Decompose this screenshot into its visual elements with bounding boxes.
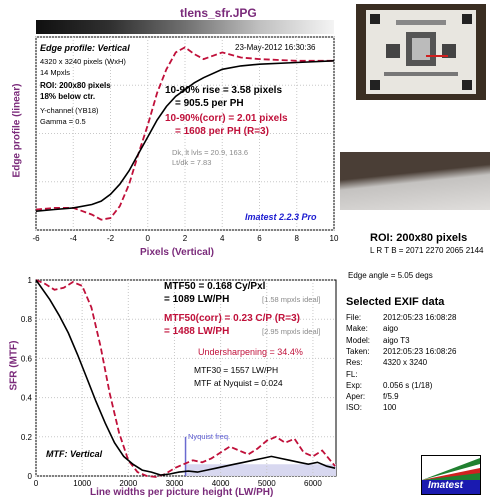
edge-xtick-label: 0	[146, 234, 151, 243]
mtf50-corr-ideal: [2.95 mpxls ideal]	[262, 327, 321, 336]
edge-chart-title: Edge profile: Vertical	[40, 43, 130, 53]
exif-value: aigo T3	[383, 335, 410, 345]
edge-ylabel: Edge profile (linear)	[11, 83, 23, 178]
mtf-corrected-curve	[35, 279, 336, 478]
exif-key: Model:	[346, 335, 371, 345]
edge-xtick-label: -6	[32, 234, 40, 243]
exif-key: Res:	[346, 358, 363, 368]
exif-key: FL:	[346, 369, 358, 379]
mtf-xtick-label: 5000	[258, 479, 276, 488]
nyquist-region	[185, 464, 336, 476]
mtf-chart: 0 1000 2000 3000 4000 5000 6000 0 0.2 0.4 0.6 0.8 1	[21, 276, 337, 488]
edge-roi: ROI: 200x80 pixels	[40, 81, 111, 90]
mtf50-corr-b: = 1488 LW/PH	[164, 326, 230, 337]
edge-below: 18% below ctr.	[40, 92, 96, 101]
mtf-ytick-label: 0	[28, 472, 33, 481]
imatest-logo: Imatest	[421, 455, 481, 495]
mtf-ytick-label: 1	[28, 276, 33, 285]
exif-row: Taken: 2012:05:23 16:08:26	[346, 347, 456, 356]
edge-xtick-label: 8	[295, 234, 300, 243]
exif-value: 2012:05:23 16:08:28	[383, 313, 457, 322]
edge-profile-chart: -6 -4 -2 0 2 4 6 8 10	[32, 36, 339, 243]
exif-value: f/5.9	[383, 392, 399, 402]
roi-title: ROI: 200x80 pixels	[370, 232, 468, 244]
page-title: tlens_sfr.JPG	[180, 6, 257, 20]
edge-gamma: Gamma = 0.5	[40, 117, 86, 126]
exif-row: File: 2012:05:23 16:08:28	[346, 313, 456, 322]
exif-value: 0.056 s (1/18)	[383, 380, 433, 390]
edge-channel: Y-channel (YB18)	[40, 106, 99, 115]
edge-xtick-label: -4	[70, 234, 78, 243]
exif-key: ISO:	[346, 403, 363, 413]
exif-key: File:	[346, 313, 362, 322]
rise-ltdk: Lt/dk = 7.83	[172, 158, 212, 167]
tone-strip	[36, 20, 334, 34]
mtf-xtick-label: 1000	[73, 479, 91, 488]
edge-angle: Edge angle = 5.05 degs	[348, 271, 433, 280]
edge-xtick-label: -2	[107, 234, 115, 243]
exif-value: 2012:05:23 16:08:26	[383, 346, 457, 356]
mtf-ytick-label: 0.8	[21, 315, 33, 324]
roi-crop-image	[340, 152, 490, 210]
roi-lrtb: L R T B = 2071 2270 2065 2144	[370, 246, 484, 255]
exif-key: Aper:	[346, 392, 366, 402]
mtf-xtick-label: 2000	[119, 479, 137, 488]
exif-row: Res: 4320 x 3240	[346, 358, 427, 367]
mtf50b: = 1089 LW/PH	[164, 294, 230, 305]
rise-corr1: 10-90%(corr) = 2.01 pixels	[165, 113, 288, 124]
exif-row: FL:	[346, 370, 383, 379]
edge-xtick-label: 10	[330, 234, 339, 243]
mtf50a: MTF50 = 0.168 Cy/Pxl	[164, 281, 266, 292]
edge-xtick-label: 2	[183, 234, 188, 243]
exif-key: Make:	[346, 324, 368, 334]
mtf-measured-curve	[35, 279, 336, 476]
mtf-xtick-label: 3000	[166, 479, 184, 488]
exif-row: Aper: f/5.9	[346, 392, 399, 401]
edge-xtick-label: 6	[257, 234, 262, 243]
mtf-nyquist: MTF at Nyquist = 0.024	[194, 378, 283, 388]
rise-line2: = 905.5 per PH	[175, 98, 244, 109]
mtf30: MTF30 = 1557 LW/PH	[194, 365, 279, 375]
mtf50b-ideal: [1.58 mpxls ideal]	[262, 295, 321, 304]
edge-corrected-curve	[35, 46, 334, 221]
edge-xlabel: Pixels (Vertical)	[140, 247, 214, 258]
exif-value: 100	[383, 403, 397, 413]
rise-corr2: = 1608 per PH (R=3)	[175, 126, 269, 137]
undersharpening: Undersharpening = 34.4%	[198, 347, 303, 357]
rise-line1: 10-90% rise = 3.58 pixels	[165, 85, 283, 96]
edge-mpxls: 14 Mpxls	[40, 68, 71, 77]
exif-row: Model: aigo T3	[346, 336, 410, 345]
mtf-chart-title: MTF: Vertical	[46, 449, 103, 459]
mtf-xlabel: Line widths per picture height (LW/PH)	[90, 487, 274, 498]
exif-row: Exp: 0.056 s (1/18)	[346, 381, 432, 390]
test-chart-thumbnail	[356, 4, 486, 100]
test-chart-image	[366, 10, 476, 94]
edge-xtick-label: 4	[220, 234, 225, 243]
exif-title: Selected EXIF data	[346, 296, 445, 308]
edge-measured-curve	[35, 60, 335, 212]
imatest-version: Imatest 2.2.3 Pro	[245, 212, 317, 222]
exif-key: Exp:	[346, 380, 363, 390]
edge-size: 4320 x 3240 pixels (WxH)	[40, 57, 126, 66]
exif-value: 4320 x 3240	[383, 358, 428, 368]
edge-date: 23-May-2012 16:30:36	[235, 43, 316, 52]
exif-row: Make: aigo	[346, 324, 398, 333]
mtf-xtick-label: 0	[34, 479, 39, 488]
exif-key: Taken:	[346, 346, 370, 356]
mtf-xtick-label: 4000	[212, 479, 230, 488]
mtf-ytick-label: 0.2	[21, 433, 33, 442]
logo-flag-icon	[422, 456, 480, 480]
mtf-xtick-label: 6000	[304, 479, 322, 488]
mtf-ytick-label: 0.4	[21, 394, 33, 403]
nyquist-label: Nyquist freq.	[188, 432, 231, 441]
mtf50-corr-a: MTF50(corr) = 0.23 C/P (R=3)	[164, 313, 300, 324]
logo-text: Imatest	[428, 480, 464, 491]
exif-row: ISO: 100	[346, 403, 396, 412]
rise-dk: Dk, lt lvls = 20.9, 163.6	[172, 148, 249, 157]
mtf-ylabel: SFR (MTF)	[8, 340, 20, 391]
mtf-ytick-label: 0.6	[21, 354, 33, 363]
exif-value: aigo	[383, 324, 399, 334]
